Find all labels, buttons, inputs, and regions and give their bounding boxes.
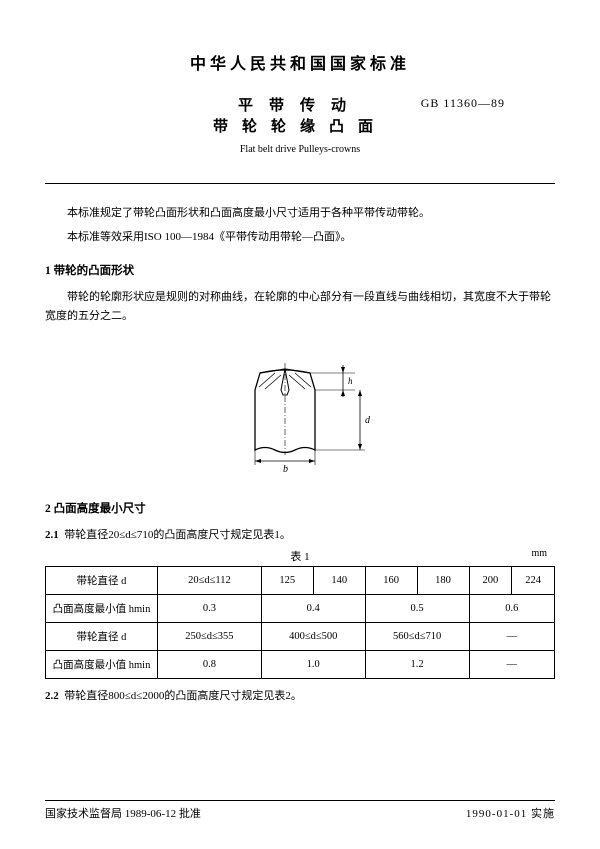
table-cell: 0.5 — [365, 595, 469, 623]
table-cell: 400≤d≤500 — [261, 623, 365, 651]
section-1-body: 带轮的轮廓形状应是规则的对称曲线，在轮廓的中心部分有一段直线与曲线相切，其宽度不… — [45, 288, 555, 328]
table-cell: 0.8 — [157, 651, 261, 679]
subsection-2-2-text: 带轮直径800≤d≤2000的凸面高度尺寸规定见表2。 — [64, 690, 302, 702]
table-cell: 560≤d≤710 — [365, 623, 469, 651]
pulley-diagram: b h d — [45, 345, 555, 478]
table-cell: 140 — [313, 567, 365, 595]
table-cell: 凸面高度最小值 hmin — [46, 651, 158, 679]
table-cell: 1.0 — [261, 651, 365, 679]
table-cell: 1.2 — [365, 651, 469, 679]
table-cell: 0.4 — [261, 595, 365, 623]
table-cell: 0.3 — [157, 595, 261, 623]
subsection-2-1-num: 2.1 — [45, 529, 59, 541]
table-cell: — — [469, 623, 555, 651]
table-row: 带轮直径 d 20≤d≤112 125 140 160 180 200 224 — [46, 567, 555, 595]
table-cell: 125 — [261, 567, 313, 595]
main-title: 中华人民共和国国家标准 — [45, 50, 555, 74]
diagram-label-d: d — [365, 415, 371, 426]
section-2-heading: 2 凸面高度最小尺寸 — [45, 500, 555, 516]
intro-para-1: 本标准规定了带轮凸面形状和凸面高度最小尺寸适用于各种平带传动带轮。 — [45, 204, 555, 224]
subsection-2-1: 2.1 带轮直径20≤d≤710的凸面高度尺寸规定见表1。 — [45, 526, 555, 542]
subtitle-block: 平带传动 带轮轮缘凸面 GB 11360—89 — [45, 94, 555, 136]
footer: 国家技术监督局 1989-06-12 批准 1990-01-01 实施 — [45, 805, 555, 821]
table-1-unit: mm — [531, 548, 547, 559]
table-cell: 180 — [417, 567, 469, 595]
table-cell: 0.6 — [469, 595, 555, 623]
subsection-2-1-text: 带轮直径20≤d≤710的凸面高度尺寸规定见表1。 — [64, 529, 291, 541]
footer-divider — [45, 800, 555, 801]
table-1-caption: 表 1 — [290, 551, 309, 563]
table-cell: — — [469, 651, 555, 679]
diagram-label-b: b — [283, 464, 288, 475]
diagram-label-h: h — [348, 376, 353, 386]
table-1: 带轮直径 d 20≤d≤112 125 140 160 180 200 224 … — [45, 566, 555, 679]
table-cell: 250≤d≤355 — [157, 623, 261, 651]
section-1-heading: 1 带轮的凸面形状 — [45, 262, 555, 278]
sub-title-2: 带轮轮缘凸面 — [45, 115, 555, 136]
table-row: 带轮直径 d 250≤d≤355 400≤d≤500 560≤d≤710 — — [46, 623, 555, 651]
table-cell: 带轮直径 d — [46, 623, 158, 651]
table-1-caption-row: 表 1 mm — [45, 548, 555, 564]
intro-para-2: 本标准等效采用ISO 100—1984《平带传动用带轮—凸面》。 — [45, 228, 555, 248]
footer-left: 国家技术监督局 1989-06-12 批准 — [45, 805, 201, 821]
standard-code: GB 11360—89 — [421, 96, 505, 111]
english-title: Flat belt drive Pulleys-crowns — [45, 144, 555, 155]
table-cell: 160 — [365, 567, 417, 595]
table-cell: 200 — [469, 567, 512, 595]
subsection-2-2: 2.2 带轮直径800≤d≤2000的凸面高度尺寸规定见表2。 — [45, 687, 555, 703]
table-cell: 20≤d≤112 — [157, 567, 261, 595]
table-cell: 带轮直径 d — [46, 567, 158, 595]
top-divider — [45, 183, 555, 184]
table-row: 凸面高度最小值 hmin 0.3 0.4 0.5 0.6 — [46, 595, 555, 623]
footer-right: 1990-01-01 实施 — [466, 805, 555, 821]
table-cell: 凸面高度最小值 hmin — [46, 595, 158, 623]
table-row: 凸面高度最小值 hmin 0.8 1.0 1.2 — — [46, 651, 555, 679]
subsection-2-2-num: 2.2 — [45, 690, 59, 702]
table-cell: 224 — [512, 567, 555, 595]
